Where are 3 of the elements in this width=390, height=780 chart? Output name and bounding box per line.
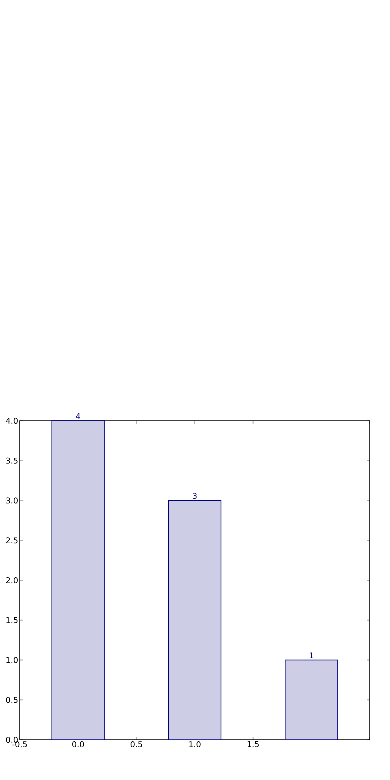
bar <box>168 500 222 740</box>
bar <box>52 420 105 740</box>
bar <box>285 660 338 740</box>
